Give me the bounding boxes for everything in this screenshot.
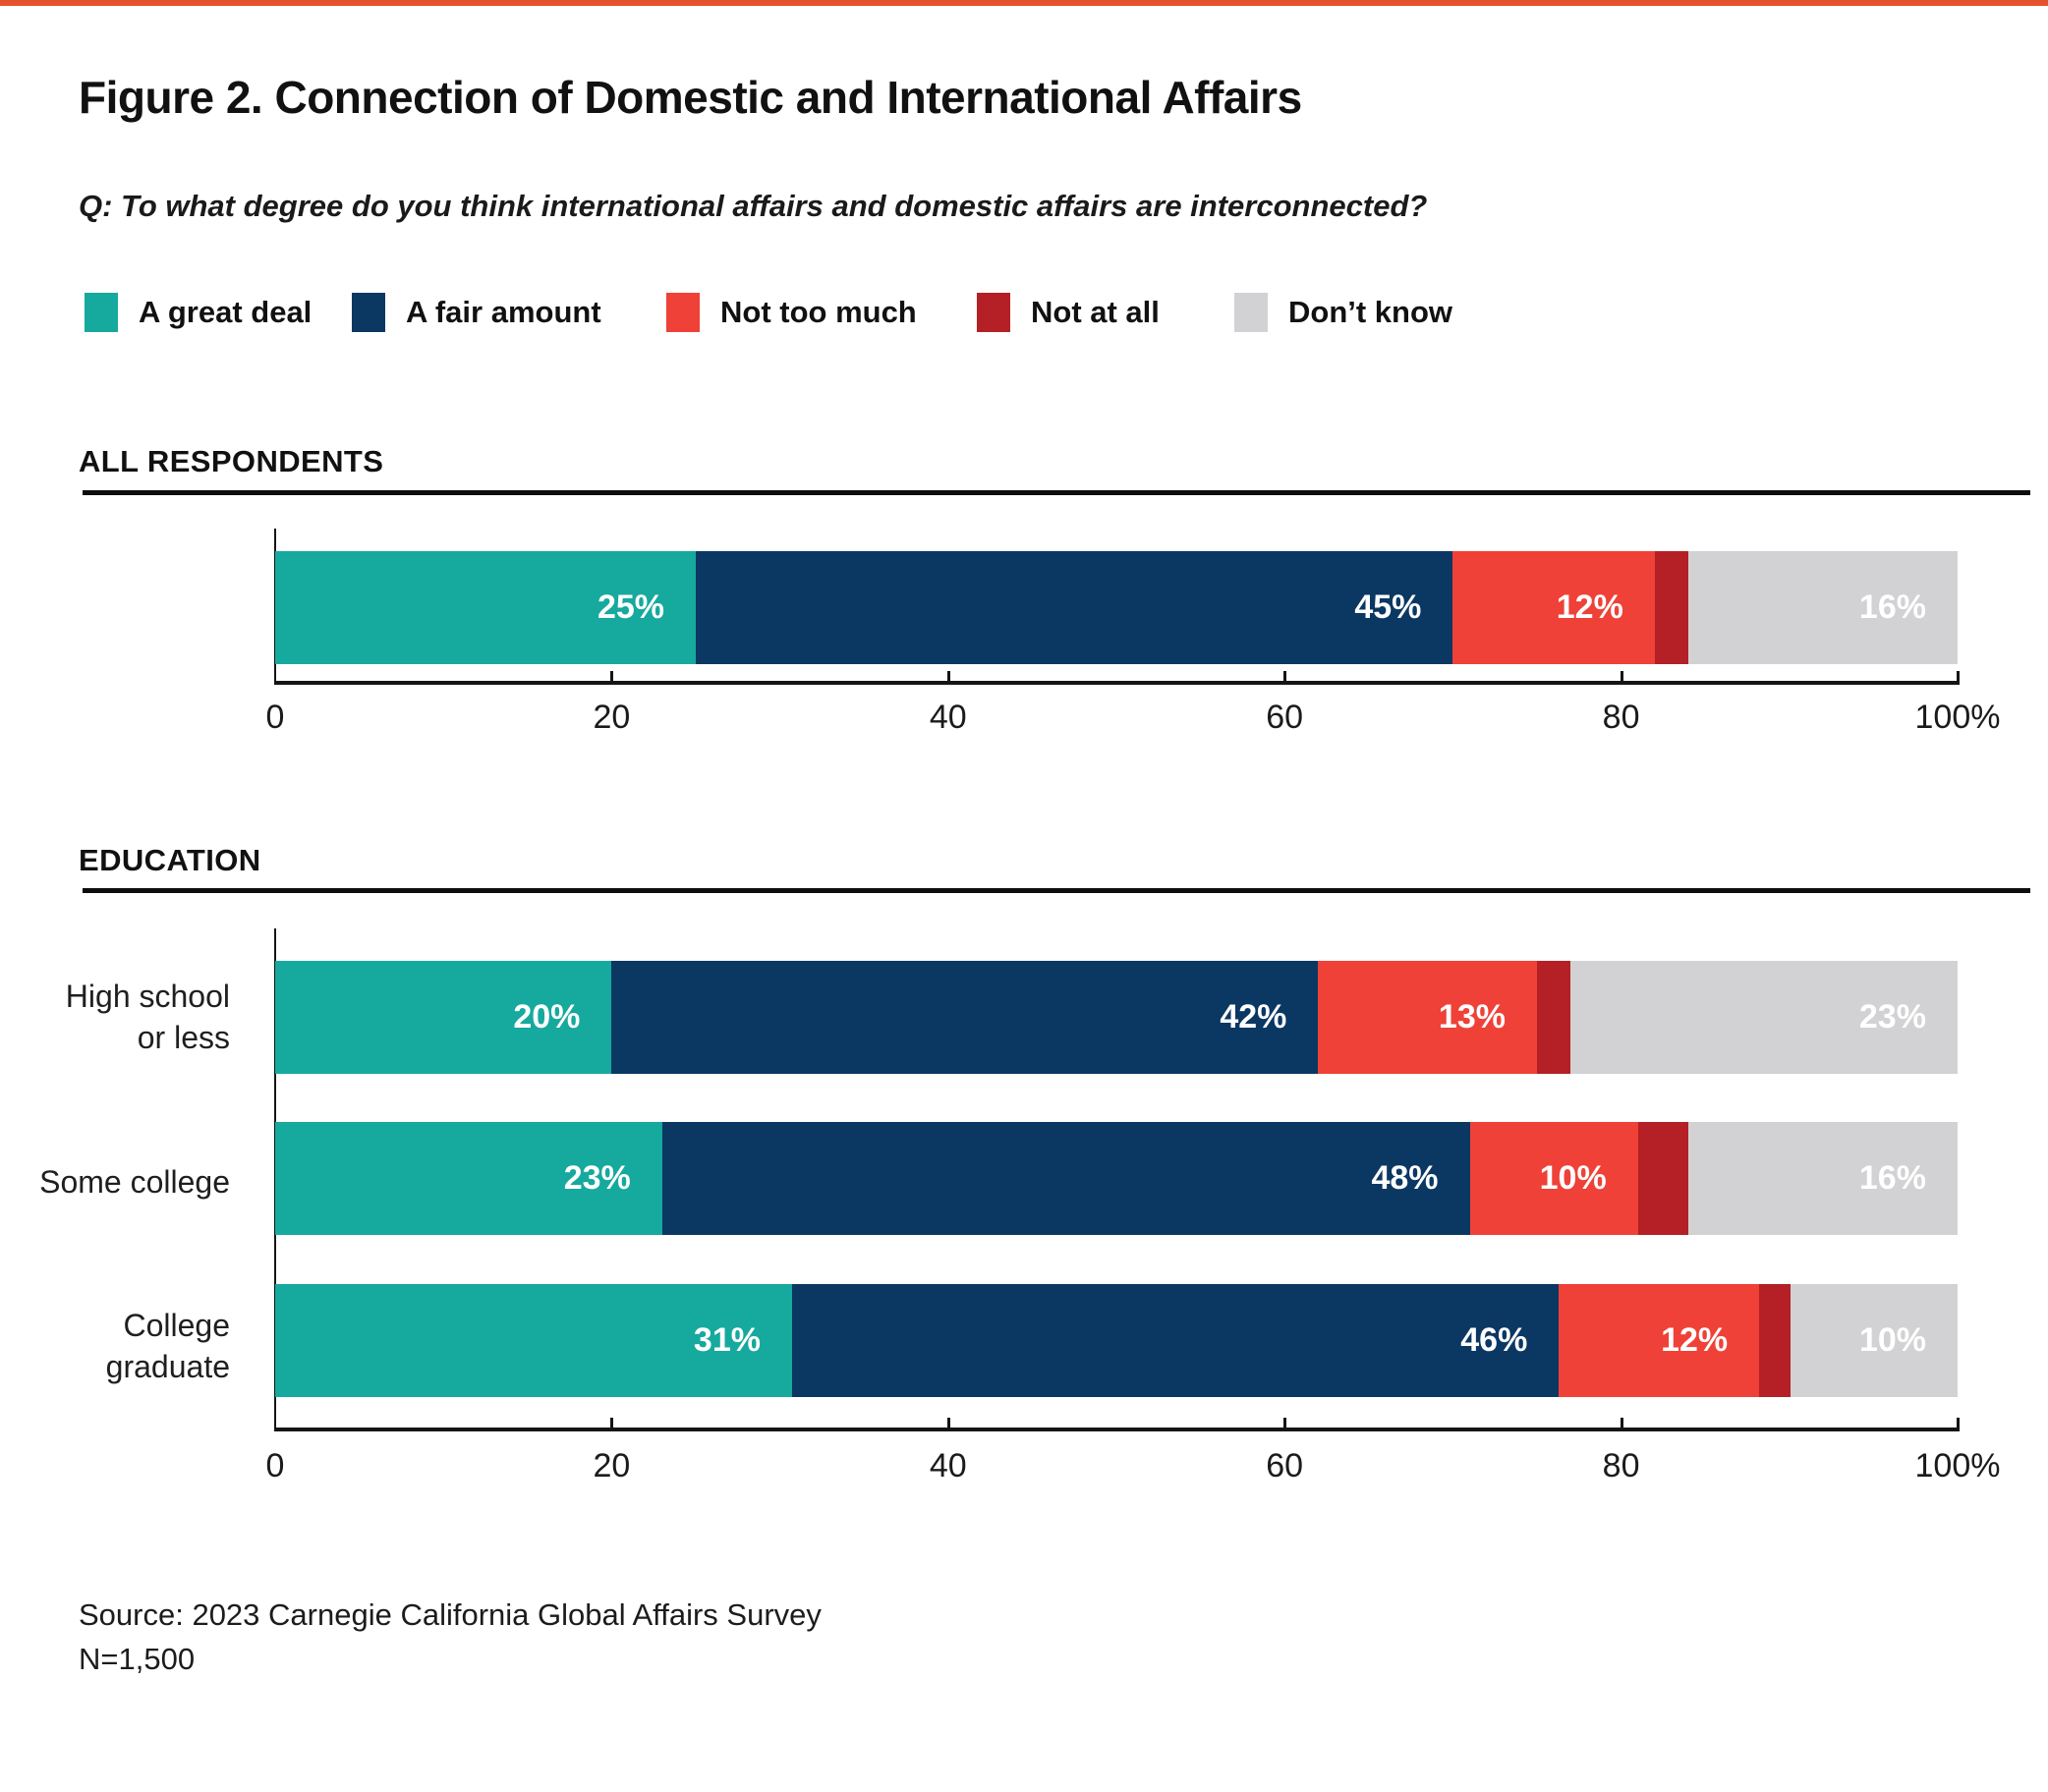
- axis-tick-label: 80: [1602, 1447, 1640, 1484]
- legend-item: Not at all: [977, 293, 1160, 332]
- axis-tick-label: 80: [1602, 699, 1640, 736]
- axis-tick: [1620, 671, 1623, 681]
- bar-value-label: 31%: [693, 1321, 761, 1359]
- section-rule: [83, 490, 2030, 495]
- axis-tick: [610, 1418, 614, 1428]
- bar-segment: [1536, 961, 1571, 1074]
- bar-segment: 23%: [1570, 961, 1958, 1074]
- legend-label: Not too much: [720, 295, 917, 329]
- category-label: High school or less: [65, 979, 230, 1055]
- legend-item: Don’t know: [1234, 293, 1452, 332]
- bar-segment: 16%: [1688, 551, 1958, 664]
- bar-segment: 13%: [1318, 961, 1537, 1074]
- legend-label: Don’t know: [1288, 295, 1453, 329]
- bar-segment: 10%: [1791, 1284, 1958, 1397]
- legend-label: A fair amount: [406, 295, 601, 329]
- x-axis-line: [275, 681, 1960, 685]
- bar-segment: 10%: [1469, 1122, 1638, 1235]
- legend-label: Not at all: [1031, 295, 1160, 329]
- bar-segment: 48%: [661, 1122, 1470, 1235]
- bar-segment: 46%: [791, 1284, 1560, 1397]
- section-rule: [83, 888, 2030, 893]
- bar-row: 20% 42% 13% 23%: [275, 961, 1958, 1074]
- bar-segment: [1654, 551, 1689, 664]
- section-header-all-respondents: ALL RESPONDENTS: [79, 444, 384, 478]
- bar-segment: 12%: [1559, 1284, 1760, 1397]
- axis-tick-label: 0: [265, 1447, 285, 1484]
- legend-label: A great deal: [139, 295, 313, 329]
- survey-question: Q: To what degree do you think internati…: [79, 189, 1428, 223]
- section-header-education: EDUCATION: [79, 843, 261, 877]
- bar-value-label: 16%: [1858, 1159, 1926, 1197]
- axis-tick-label: 40: [929, 1447, 967, 1484]
- axis-tick: [1283, 1418, 1287, 1428]
- bar-value-label: 10%: [1858, 1321, 1926, 1359]
- bar-value-label: 46%: [1460, 1321, 1528, 1359]
- figure-title: Figure 2. Connection of Domestic and Int…: [79, 72, 1302, 123]
- bar-row: 31% 46% 12% 10%: [275, 1284, 1958, 1397]
- axis-tick-label: 20: [593, 699, 631, 736]
- bar-segment: 42%: [611, 961, 1319, 1074]
- axis-tick: [1283, 671, 1287, 681]
- bar-segment: 31%: [275, 1284, 792, 1397]
- axis-tick-label: 40: [929, 699, 967, 736]
- axis-tick: [946, 1418, 950, 1428]
- axis-tick-label: 100%: [1914, 699, 2001, 736]
- bar-segment: 16%: [1688, 1122, 1958, 1235]
- legend-swatch: [85, 293, 118, 332]
- axis-tick-label: 60: [1266, 1447, 1304, 1484]
- bar-segment: 20%: [275, 961, 612, 1074]
- x-axis-line: [275, 1428, 1960, 1431]
- axis-tick-label: 60: [1266, 699, 1304, 736]
- bar-value-label: 42%: [1220, 998, 1287, 1036]
- bar-value-label: 16%: [1858, 588, 1926, 626]
- legend-swatch: [666, 293, 700, 332]
- legend-swatch: [1234, 293, 1268, 332]
- bar-value-label: 20%: [513, 998, 581, 1036]
- bar-value-label: 48%: [1371, 1159, 1439, 1197]
- axis-tick: [1957, 1418, 1960, 1428]
- category-label: College graduate: [105, 1308, 230, 1384]
- axis-tick-label: 100%: [1914, 1447, 2001, 1484]
- bar-segment: 12%: [1452, 551, 1655, 664]
- axis-tick: [1620, 1418, 1623, 1428]
- bar-value-label: 25%: [597, 588, 664, 626]
- bar-segment: 45%: [696, 551, 1453, 664]
- bar-value-label: 12%: [1661, 1321, 1729, 1359]
- axis-tick: [610, 671, 614, 681]
- legend-item: A great deal: [85, 293, 312, 332]
- sample-size: N=1,500: [79, 1642, 196, 1676]
- axis-tick-label: 0: [265, 699, 285, 736]
- bar-row: 23% 48% 10% 16%: [275, 1122, 1958, 1235]
- bar-value-label: 12%: [1556, 588, 1623, 626]
- bar-segment: [1637, 1122, 1689, 1235]
- legend-item: Not too much: [666, 293, 917, 332]
- axis-tick: [1957, 671, 1960, 681]
- top-accent-bar: [0, 0, 2048, 6]
- category-label: Some college: [39, 1164, 230, 1200]
- bar-value-label: 45%: [1354, 588, 1422, 626]
- bar-segment: 23%: [275, 1122, 662, 1235]
- bar-value-label: 13%: [1438, 998, 1506, 1036]
- legend-swatch: [977, 293, 1010, 332]
- axis-tick-label: 20: [593, 1447, 631, 1484]
- bar-segment: 25%: [275, 551, 696, 664]
- bar-value-label: 23%: [1858, 998, 1926, 1036]
- legend-item: A fair amount: [352, 293, 601, 332]
- bar-value-label: 23%: [563, 1159, 631, 1197]
- bar-value-label: 10%: [1539, 1159, 1607, 1197]
- axis-tick: [946, 671, 950, 681]
- source-text: Source: 2023 Carnegie California Global …: [79, 1597, 822, 1632]
- bar-segment: [1759, 1284, 1792, 1397]
- bar-row: 25% 45% 12% 16%: [275, 551, 1958, 664]
- legend-swatch: [352, 293, 385, 332]
